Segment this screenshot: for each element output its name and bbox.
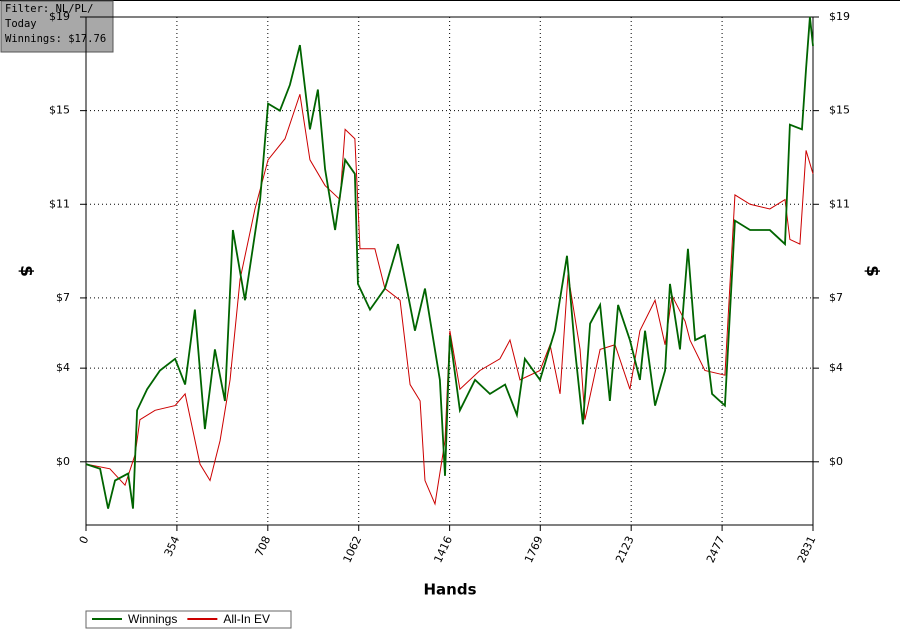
x-tick-label: 2123 <box>613 534 637 565</box>
y-axis-title: $ <box>16 265 36 277</box>
y-tick-label: $11 <box>49 197 70 210</box>
x-tick-label: 708 <box>253 534 274 559</box>
series-line <box>85 94 814 506</box>
x-tick-label: 2477 <box>704 534 728 565</box>
filter-text: Winnings: $17.76 <box>5 33 106 45</box>
y-tick-label: $15 <box>49 104 70 117</box>
y2-tick-label: $15 <box>829 104 850 117</box>
y2-tick-label: $7 <box>829 291 843 304</box>
y-tick-label: $7 <box>56 291 70 304</box>
x-axis-title: Hands <box>423 581 476 599</box>
filter-text: Filter: NL/PL/ <box>5 3 94 15</box>
legend-label: Winnings <box>128 612 177 626</box>
x-tick-label: 354 <box>162 534 183 559</box>
y-tick-label: $0 <box>56 455 70 468</box>
y2-axis-title: $ <box>862 265 882 277</box>
x-tick-label: 0 <box>77 534 92 546</box>
y2-tick-label: $19 <box>829 10 850 23</box>
y2-tick-label: $0 <box>829 455 843 468</box>
y-tick-label: $4 <box>56 361 70 374</box>
x-tick-label: 2831 <box>795 534 819 565</box>
filter-box <box>0 0 114 53</box>
x-tick-label: 1769 <box>522 534 546 565</box>
legend-label: All-In EV <box>223 612 270 626</box>
filter-text: Today <box>5 18 37 30</box>
y2-tick-label: $11 <box>829 197 850 210</box>
x-tick-label: 1416 <box>431 534 455 565</box>
x-tick-label: 1062 <box>341 534 365 565</box>
y2-tick-label: $4 <box>829 361 843 374</box>
y-tick-label: $19 <box>49 10 70 23</box>
series-line <box>85 16 814 509</box>
